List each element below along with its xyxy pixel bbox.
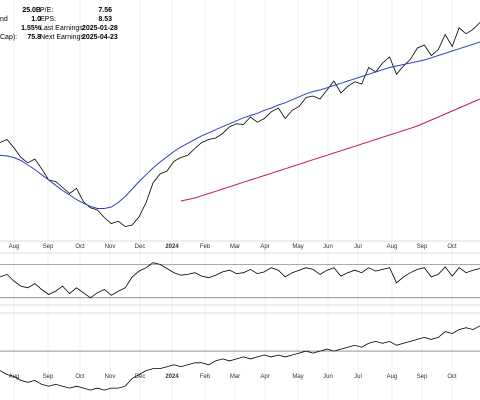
x-tick-label: Jul	[354, 244, 362, 250]
x-tick-label: May	[292, 374, 303, 380]
stat-row: P/E: 7.56	[40, 6, 112, 15]
x-tick-label: Apr	[260, 374, 269, 380]
series-line-price-2	[180, 98, 480, 202]
x-tick-label: Sep	[43, 374, 54, 380]
x-tick-label: Oct	[447, 244, 457, 250]
stat-value: 2025-04-23	[82, 34, 118, 41]
stat-label: Last Earnings:	[40, 25, 85, 32]
stat-label	[0, 6, 20, 15]
stat-label: Next Earnings:	[40, 34, 86, 41]
x-tick-label: Aug	[9, 244, 20, 250]
x-tick-label: Oct	[447, 374, 457, 380]
stat-value: 1.0	[31, 16, 41, 23]
x-tick-label: Jun	[323, 244, 333, 250]
stat-label	[0, 24, 20, 33]
stat-row: Last Earnings: 2025-01-28	[40, 24, 118, 33]
x-tick-label: Dec	[135, 244, 146, 250]
x-tick-label: Dec	[135, 374, 146, 380]
series-line-price-1	[0, 41, 480, 209]
stats-left-panel: 25.0B nd 1.0 1.55% Cap): 75.8	[0, 6, 41, 42]
series-line-price-0	[0, 22, 480, 227]
stat-value: 2025-01-28	[82, 25, 118, 32]
stat-row: Cap): 75.8	[0, 33, 41, 42]
stat-label: EPS:	[40, 16, 56, 23]
x-tick-label: Oct	[75, 244, 85, 250]
x-tick-label: Mar	[230, 374, 240, 380]
x-tick-label: Jun	[323, 374, 333, 380]
x-tick-label: Aug	[387, 374, 398, 380]
x-tick-label: Nov	[105, 244, 116, 250]
x-tick-label: 2024	[165, 244, 179, 250]
x-tick-label: 2024	[165, 374, 179, 380]
x-tick-label: Aug	[9, 374, 20, 380]
x-tick-label: Feb	[200, 244, 211, 250]
stat-value: 25.0B	[22, 7, 41, 14]
series-line-oscillator-0	[0, 262, 480, 299]
x-tick-label: Apr	[260, 244, 269, 250]
x-tick-label: Jul	[354, 374, 362, 380]
stat-label: nd	[0, 16, 8, 23]
x-tick-label: Aug	[387, 244, 398, 250]
stat-row: EPS: 8.53	[40, 15, 112, 24]
x-tick-label: Sep	[417, 374, 428, 380]
x-tick-label: Mar	[230, 244, 240, 250]
x-tick-label: Nov	[105, 374, 116, 380]
stat-label: Cap):	[0, 34, 18, 41]
stats-right-panel: P/E: 7.56 EPS: 8.53 Last Earnings: 2025-01-…	[40, 6, 118, 42]
stat-label: P/E:	[40, 7, 54, 14]
x-tick-label: May	[292, 244, 303, 250]
stat-row: nd 1.0	[0, 15, 41, 24]
stat-row: 1.55%	[0, 24, 41, 33]
stat-row: 25.0B	[0, 6, 41, 15]
stat-value: 7.56	[98, 7, 112, 14]
stat-value: 75.8	[27, 34, 41, 41]
x-tick-label: Oct	[75, 374, 85, 380]
stat-value: 1.55%	[21, 25, 41, 32]
series-line-relative-0	[0, 325, 480, 391]
x-tick-label: Feb	[200, 374, 211, 380]
stat-row: Next Earnings: 2025-04-23	[40, 33, 118, 42]
x-tick-label: Sep	[43, 244, 54, 250]
x-tick-label: Sep	[417, 244, 428, 250]
stat-value: 8.53	[98, 16, 112, 23]
